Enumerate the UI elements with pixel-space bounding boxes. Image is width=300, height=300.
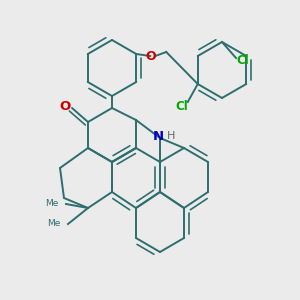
Text: Cl: Cl bbox=[237, 55, 249, 68]
Text: Cl: Cl bbox=[176, 100, 188, 112]
Text: N: N bbox=[152, 130, 164, 142]
Text: H: H bbox=[167, 131, 175, 141]
Text: O: O bbox=[145, 50, 156, 62]
Text: Me: Me bbox=[45, 200, 59, 208]
Text: Me: Me bbox=[47, 220, 61, 229]
Text: O: O bbox=[59, 100, 70, 112]
